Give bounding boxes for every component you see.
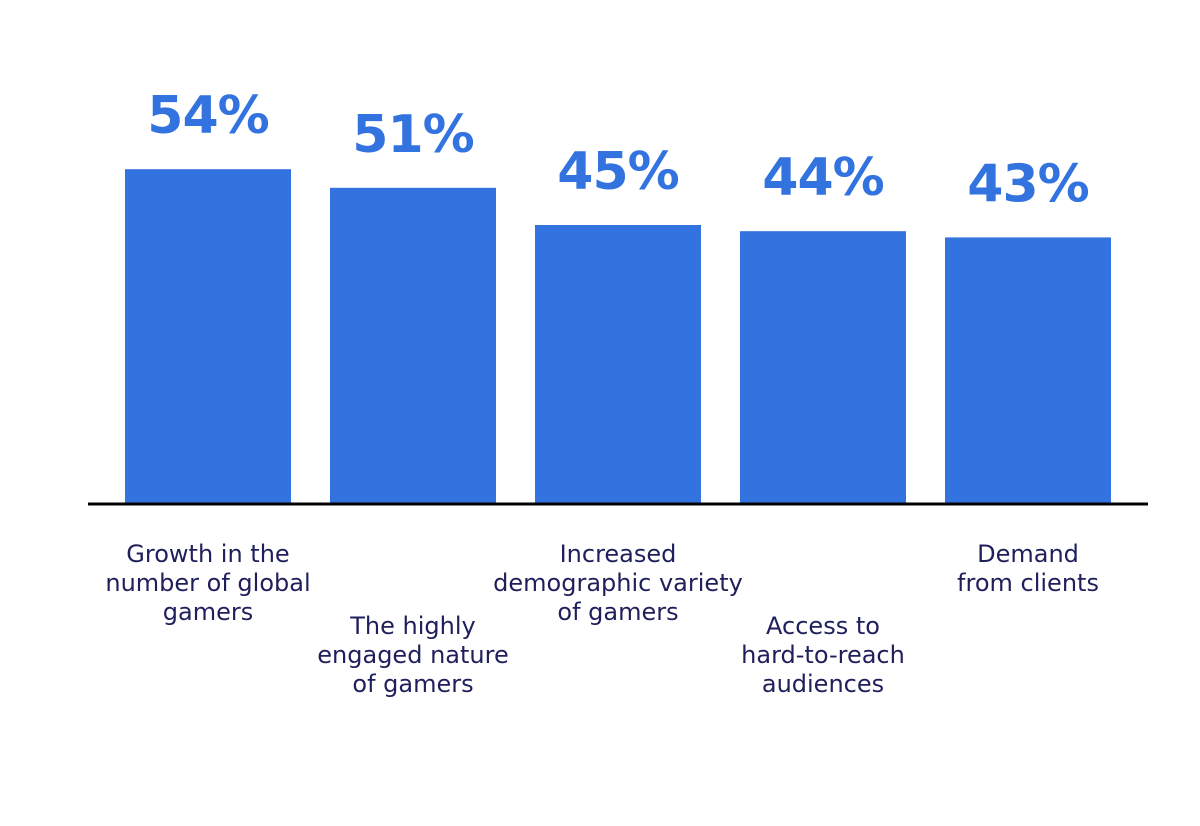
category-label-2: Increased demographic variety of gamers xyxy=(493,540,743,626)
bar-2 xyxy=(535,225,701,504)
value-labels-group: 54% 51% 45% 44% 43% xyxy=(147,86,1089,214)
category-label-line: number of global xyxy=(105,569,310,597)
category-label-line: from clients xyxy=(957,569,1099,597)
category-label-3: Access to hard-to-reach audiences xyxy=(741,612,905,698)
category-label-line: Increased xyxy=(560,540,677,568)
bars-group xyxy=(125,169,1111,505)
category-label-0: Growth in the number of global gamers xyxy=(105,540,310,626)
category-label-line: Demand xyxy=(977,540,1079,568)
category-label-line: audiences xyxy=(762,670,884,698)
value-label-4: 43% xyxy=(967,154,1088,214)
bar-1 xyxy=(330,187,496,505)
category-labels-group: Growth in the number of global gamers The h… xyxy=(105,540,1099,698)
value-label-2: 45% xyxy=(557,142,678,202)
category-label-line: The highly xyxy=(349,612,475,640)
value-label-1: 51% xyxy=(352,105,473,165)
category-label-line: of gamers xyxy=(352,670,473,698)
bar-4 xyxy=(945,237,1111,504)
category-label-line: demographic variety xyxy=(493,569,743,597)
value-label-0: 54% xyxy=(147,86,268,146)
bar-0 xyxy=(125,169,291,504)
category-label-line: Growth in the xyxy=(126,540,289,568)
category-label-1: The highly engaged nature of gamers xyxy=(317,612,508,698)
bar-3 xyxy=(740,231,906,504)
category-label-line: engaged nature xyxy=(317,641,508,669)
category-label-4: Demand from clients xyxy=(957,540,1099,597)
category-label-line: Access to xyxy=(766,612,880,640)
category-label-line: hard-to-reach xyxy=(741,641,905,669)
value-label-3: 44% xyxy=(762,148,883,208)
category-label-line: of gamers xyxy=(557,598,678,626)
category-label-line: gamers xyxy=(163,598,253,626)
